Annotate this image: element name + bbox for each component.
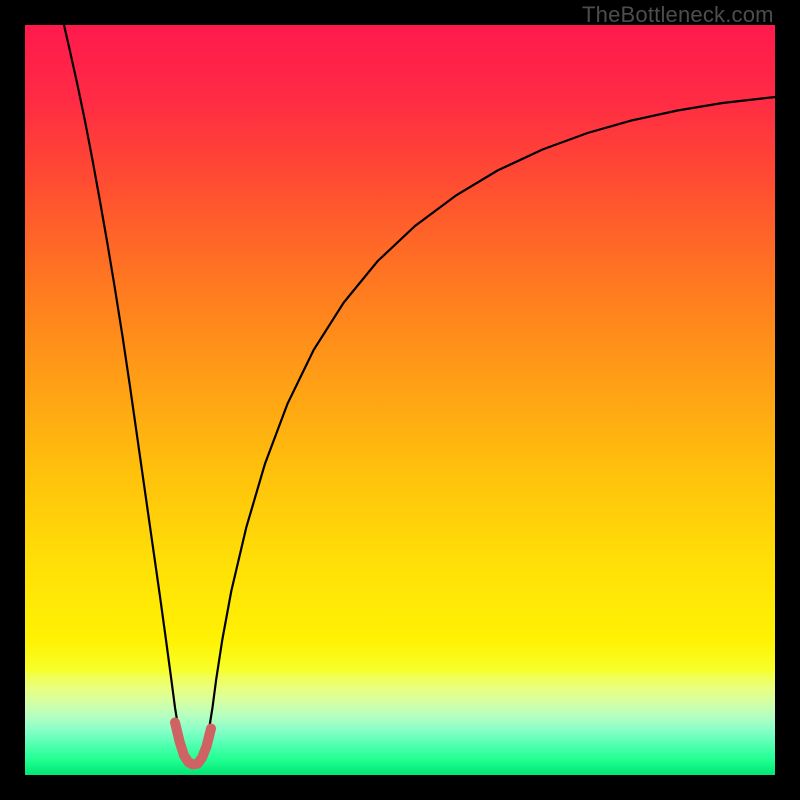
gradient-background [25, 25, 775, 775]
watermark-text: TheBottleneck.com [582, 2, 774, 28]
bottleneck-chart [0, 0, 800, 800]
